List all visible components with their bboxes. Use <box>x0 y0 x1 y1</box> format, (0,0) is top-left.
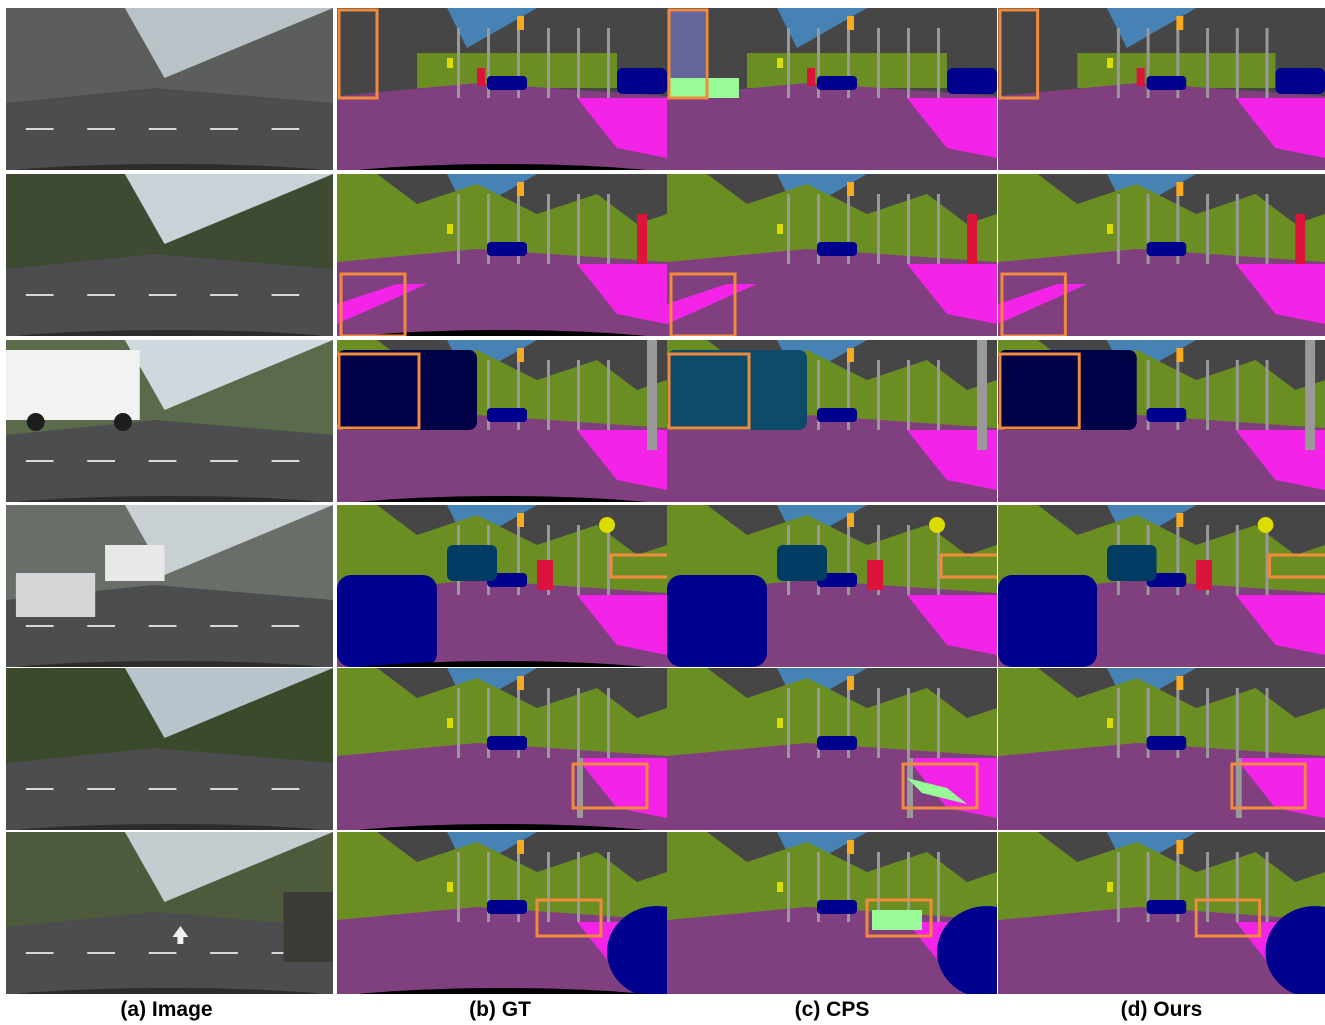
photo-scene <box>6 832 333 994</box>
photo-scene <box>6 340 333 502</box>
cell-cps-row-3 <box>667 340 997 502</box>
cell-ours-row-3 <box>998 340 1325 502</box>
caption-cps: (c) CPS <box>794 998 870 1021</box>
cell-gt-row-3 <box>337 340 667 502</box>
segmentation-map <box>337 832 667 994</box>
highlight-box <box>865 898 933 938</box>
highlight-box <box>339 272 407 336</box>
cell-image-row-1 <box>6 8 333 170</box>
segmentation-map <box>337 8 667 170</box>
caption-gt: (b) GT <box>469 998 531 1021</box>
cell-image-row-4 <box>6 505 333 667</box>
photo-scene <box>6 505 333 667</box>
segmentation-map <box>998 505 1325 667</box>
cell-gt-row-2 <box>337 174 667 336</box>
caption-ours: (d) Ours <box>1120 998 1203 1021</box>
highlight-box <box>609 553 667 579</box>
cell-cps-row-2 <box>667 174 997 336</box>
highlight-box <box>1000 272 1067 336</box>
cell-image-row-5 <box>6 668 333 830</box>
segmentation-map <box>667 505 997 667</box>
highlight-box <box>571 762 649 810</box>
highlight-box <box>337 8 379 100</box>
cell-ours-row-5 <box>998 668 1325 830</box>
caption-image: (a) Image <box>120 998 213 1021</box>
photo-scene <box>6 174 333 336</box>
highlight-box <box>669 272 737 336</box>
segmentation-map <box>667 832 997 994</box>
segmentation-map <box>998 340 1325 502</box>
highlight-box <box>1194 898 1262 938</box>
cell-ours-row-6 <box>998 832 1325 994</box>
highlight-box <box>667 8 709 100</box>
highlight-box <box>901 762 979 810</box>
cell-gt-row-5 <box>337 668 667 830</box>
segmentation-map <box>667 174 997 336</box>
cell-gt-row-1 <box>337 8 667 170</box>
cell-image-row-6 <box>6 832 333 994</box>
highlight-box <box>1230 762 1307 810</box>
cell-image-row-2 <box>6 174 333 336</box>
cell-cps-row-5 <box>667 668 997 830</box>
photo-scene <box>6 668 333 830</box>
cell-ours-row-4 <box>998 505 1325 667</box>
cell-image-row-3 <box>6 340 333 502</box>
cell-ours-row-2 <box>998 174 1325 336</box>
cell-cps-row-6 <box>667 832 997 994</box>
highlight-box <box>337 352 421 430</box>
segmentation-map <box>337 668 667 830</box>
segmentation-map <box>667 668 997 830</box>
cell-cps-row-1 <box>667 8 997 170</box>
segmentation-map <box>337 174 667 336</box>
photo-scene <box>6 8 333 170</box>
segmentation-map <box>667 8 997 170</box>
cell-gt-row-6 <box>337 832 667 994</box>
cell-cps-row-4 <box>667 505 997 667</box>
segmentation-map <box>667 340 997 502</box>
highlight-box <box>667 352 751 430</box>
segmentation-map <box>337 340 667 502</box>
segmentation-map <box>998 668 1325 830</box>
highlight-box <box>939 553 997 579</box>
segmentation-map <box>337 505 667 667</box>
segmentation-map <box>998 8 1325 170</box>
figure-grid <box>6 8 1325 994</box>
segmentation-map <box>998 832 1325 994</box>
column-captions: (a) Image (b) GT (c) CPS (d) Ours <box>0 998 1325 1025</box>
highlight-box <box>1268 553 1325 579</box>
highlight-box <box>998 8 1040 100</box>
highlight-box <box>998 352 1081 430</box>
cell-ours-row-1 <box>998 8 1325 170</box>
highlight-box <box>535 898 603 938</box>
segmentation-map <box>998 174 1325 336</box>
cell-gt-row-4 <box>337 505 667 667</box>
